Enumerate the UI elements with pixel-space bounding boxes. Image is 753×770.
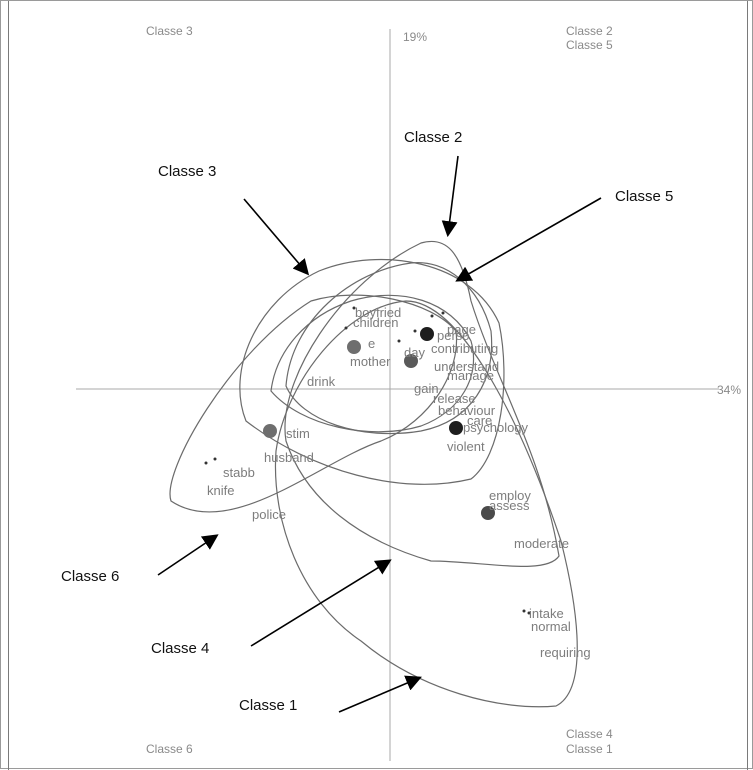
word-label: knife — [207, 483, 234, 498]
centroid-classe-6 — [263, 424, 277, 438]
word-label: behaviour — [438, 403, 496, 418]
word-label: stabb — [223, 465, 255, 480]
word-label: boyfried — [355, 305, 401, 320]
centroid-classe-4 — [449, 421, 463, 435]
word-dot — [430, 314, 434, 318]
word-label: understand — [434, 359, 499, 374]
word-label: moderate — [514, 536, 569, 551]
word-dot — [413, 329, 417, 333]
envelope-classe-6 — [169, 294, 458, 513]
word-label: children — [353, 315, 399, 330]
word-dot — [527, 611, 531, 615]
y-axis-percentage: 19% — [403, 30, 427, 44]
word-dot — [441, 311, 445, 315]
centroid-classe-5 — [404, 354, 418, 368]
arrow-classe-5 — [455, 197, 602, 282]
word-label: employ — [489, 488, 531, 503]
word-label: gain — [414, 381, 439, 396]
word-dot — [204, 461, 208, 465]
callout-arrows — [157, 155, 602, 713]
word-label: intake — [529, 606, 564, 621]
word-label: e — [368, 336, 375, 351]
word-label: page — [447, 322, 476, 337]
centroid-classe-2 — [420, 327, 434, 341]
callout-label-classe-2: Classe 2 — [404, 129, 462, 146]
callout-label-classe-3: Classe 3 — [158, 163, 216, 180]
word-label: police — [252, 507, 286, 522]
envelope-classe-2 — [284, 240, 560, 567]
word-label: manage — [447, 368, 494, 383]
word-label: day — [404, 345, 425, 360]
callout-label-classe-5: Classe 5 — [615, 188, 673, 205]
word-label: psychology — [463, 420, 529, 435]
word-dot — [344, 326, 348, 330]
word-dots — [204, 306, 531, 615]
class-centroids — [263, 327, 495, 520]
corner-label-top-right-1: Classe 2 — [566, 24, 613, 38]
x-axis-percentage: 34% — [717, 383, 741, 397]
word-label: care — [467, 413, 492, 428]
word-label: requiring — [540, 645, 591, 660]
word-label: violent — [447, 439, 485, 454]
word-label: contributing — [431, 341, 498, 356]
centroid-classe-3 — [347, 340, 361, 354]
envelope-classe-4 — [270, 294, 475, 433]
envelope-classe-1 — [274, 300, 578, 708]
word-dot — [213, 457, 217, 461]
arrow-classe-6 — [157, 534, 219, 576]
envelope-classe-3 — [239, 258, 505, 485]
callout-label-classe-4: Classe 4 — [151, 640, 209, 657]
word-label: drink — [307, 374, 336, 389]
word-dot — [397, 339, 401, 343]
word-dot — [522, 609, 526, 613]
word-dot — [352, 306, 356, 310]
word-label: release — [433, 391, 476, 406]
word-label: assess — [489, 498, 530, 513]
corner-label-bottom-right-1: Classe 4 — [566, 727, 613, 741]
class-envelopes — [169, 240, 578, 708]
arrow-classe-2 — [441, 155, 459, 238]
corner-label-bottom-right-2: Classe 1 — [566, 742, 613, 756]
word-label: stim — [286, 426, 310, 441]
word-label: perso — [437, 328, 470, 343]
envelope-classe-5 — [285, 262, 493, 435]
arrow-classe-1 — [338, 675, 422, 713]
chart-inner-border — [8, 1, 748, 770]
word-label: husband — [264, 450, 314, 465]
arrow-classe-3 — [243, 198, 310, 276]
callout-label-classe-6: Classe 6 — [61, 568, 119, 585]
corner-label-top-left: Classe 3 — [146, 24, 193, 38]
word-label: normal — [531, 619, 571, 634]
corner-label-top-right-2: Classe 5 — [566, 38, 613, 52]
arrow-classe-4 — [250, 559, 392, 647]
corner-label-bottom-left: Classe 6 — [146, 742, 193, 756]
centroid-classe-1 — [481, 506, 495, 520]
callout-label-classe-1: Classe 1 — [239, 697, 297, 714]
word-label: mother — [350, 354, 391, 369]
